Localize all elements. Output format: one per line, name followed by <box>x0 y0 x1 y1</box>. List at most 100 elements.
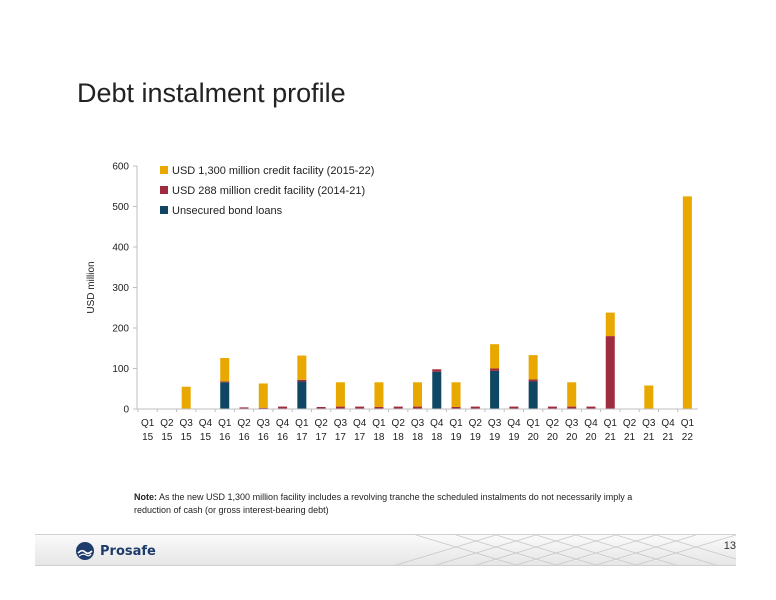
x-tick-label-quarter: Q3 <box>411 418 425 429</box>
x-tick-label-quarter: Q4 <box>584 418 598 429</box>
x-tick-label-year: 18 <box>431 432 443 443</box>
bar-segment <box>297 379 307 382</box>
legend: USD 1,300 million credit facility (2015-… <box>160 165 374 217</box>
bar-segment <box>355 406 365 409</box>
y-tick-label: 500 <box>112 202 129 213</box>
x-tick-label-year: 16 <box>238 432 250 443</box>
bar-segment <box>682 196 692 409</box>
bar-segment <box>567 382 577 407</box>
x-tick-label-year: 17 <box>316 432 328 443</box>
y-tick-label: 0 <box>123 405 129 416</box>
bar-segment <box>297 381 307 409</box>
bar-segment <box>567 406 577 409</box>
legend-label: USD 1,300 million credit facility (2015-… <box>172 165 374 177</box>
x-tick-label-year: 19 <box>508 432 520 443</box>
x-tick-label-quarter: Q3 <box>488 418 502 429</box>
bar-segment <box>490 370 500 409</box>
logo-text: Prosafe <box>100 543 156 559</box>
x-tick-label-quarter: Q4 <box>276 418 290 429</box>
bar-segment <box>413 382 422 407</box>
x-tick-label-year: 19 <box>489 432 501 443</box>
x-tick-label-quarter: Q1 <box>141 418 155 429</box>
footer-bar: Prosafe <box>35 534 736 566</box>
x-tick-label-year: 17 <box>296 432 308 443</box>
x-tick-label-quarter: Q1 <box>372 418 386 429</box>
x-tick-label-quarter: Q2 <box>623 418 637 429</box>
x-tick-label-quarter: Q1 <box>604 418 618 429</box>
legend-swatch <box>160 166 168 174</box>
x-tick-label-quarter: Q3 <box>565 418 579 429</box>
x-tick-label-quarter: Q4 <box>661 418 675 429</box>
x-tick-label-quarter: Q2 <box>546 418 560 429</box>
bar-segment <box>393 406 403 409</box>
bar-segment <box>374 406 384 409</box>
bar-segment <box>297 355 307 380</box>
x-tick-label-quarter: Q3 <box>642 418 656 429</box>
x-tick-label-year: 21 <box>663 432 675 443</box>
x-tick-label-quarter: Q3 <box>257 418 271 429</box>
x-tick-label-quarter: Q4 <box>430 418 444 429</box>
bar-segment <box>605 336 615 409</box>
x-tick-label-quarter: Q3 <box>180 418 194 429</box>
x-tick-label-year: 17 <box>354 432 366 443</box>
bar-segment <box>220 381 230 383</box>
x-tick-label-year: 20 <box>547 432 559 443</box>
y-axis-label: USD million <box>86 261 97 313</box>
bar-segment <box>451 382 461 407</box>
bar-segment <box>258 407 268 409</box>
x-tick-label-year: 19 <box>450 432 462 443</box>
x-tick-label-quarter: Q3 <box>334 418 348 429</box>
x-tick-label-quarter: Q4 <box>507 418 521 429</box>
x-tick-label-year: 20 <box>528 432 540 443</box>
bar-segment <box>432 369 442 372</box>
bar-segment <box>528 355 538 380</box>
legend-label: USD 288 million credit facility (2014-21… <box>172 185 365 197</box>
x-tick-label-year: 15 <box>200 432 212 443</box>
x-tick-label-year: 15 <box>142 432 154 443</box>
bar-segment <box>239 407 249 409</box>
x-tick-label-quarter: Q1 <box>218 418 232 429</box>
x-tick-label-year: 21 <box>605 432 617 443</box>
y-axis: 0 100 200 300 400 500 600 <box>112 162 138 416</box>
x-tick-label-quarter: Q4 <box>353 418 367 429</box>
bar-segment <box>509 406 519 409</box>
bar-segment <box>528 379 538 382</box>
instalment-chart: USD million 0 100 200 300 400 500 600 Q1 15 Q2 15… <box>86 162 698 443</box>
legend-swatch <box>160 206 168 214</box>
bar-segment <box>374 382 384 407</box>
x-tick-label-year: 15 <box>181 432 193 443</box>
x-tick-label-quarter: Q2 <box>160 418 174 429</box>
bar-segment <box>335 406 345 409</box>
x-tick-label-quarter: Q2 <box>237 418 251 429</box>
bar-segment <box>490 344 500 369</box>
x-tick-label-quarter: Q4 <box>199 418 213 429</box>
x-tick-label-year: 18 <box>393 432 405 443</box>
x-tick-label-quarter: Q1 <box>295 418 309 429</box>
x-tick-label-quarter: Q1 <box>681 418 695 429</box>
x-tick-label-year: 16 <box>277 432 289 443</box>
x-tick-label-year: 22 <box>682 432 694 443</box>
x-tick-label-year: 20 <box>585 432 597 443</box>
bar-segment <box>181 386 191 409</box>
x-tick-label-year: 18 <box>412 432 424 443</box>
bar-segment <box>432 371 442 409</box>
x-tick-label-year: 19 <box>470 432 482 443</box>
slide-title: Debt instalment profile <box>77 78 346 108</box>
bars <box>181 196 692 409</box>
bar-segment <box>278 406 288 409</box>
y-tick-label: 300 <box>112 283 129 294</box>
bar-segment <box>220 382 230 409</box>
y-tick-label: 100 <box>112 364 129 375</box>
x-tick-label-year: 18 <box>373 432 385 443</box>
y-tick-label: 200 <box>112 324 129 335</box>
y-axis-title: USD million <box>86 261 97 313</box>
bar-segment <box>528 381 538 409</box>
x-tick-label-quarter: Q2 <box>314 418 328 429</box>
footnote: Note: As the new USD 1,300 million facil… <box>134 491 654 517</box>
x-tick-label-year: 21 <box>624 432 636 443</box>
x-tick-label-year: 15 <box>161 432 173 443</box>
prosafe-logo: Prosafe <box>75 541 156 561</box>
x-tick-label-quarter: Q2 <box>392 418 406 429</box>
x-tick-label-quarter: Q1 <box>449 418 463 429</box>
x-tick-label-quarter: Q1 <box>526 418 540 429</box>
